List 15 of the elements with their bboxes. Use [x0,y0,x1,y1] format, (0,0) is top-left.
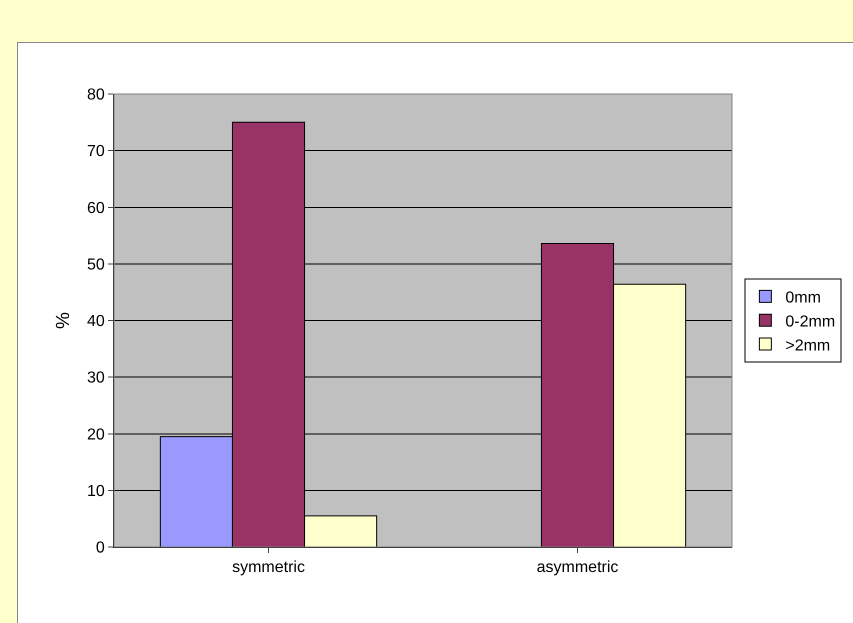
y-axis-title: % [52,312,74,329]
y-tick-label: 0 [96,540,105,557]
y-tick-label: 40 [87,313,105,330]
y-tick-label: 30 [87,370,105,387]
y-tick-label: 50 [87,256,105,274]
y-tick-label: 70 [87,143,105,160]
x-tick-label: asymmetric [536,559,618,576]
y-tick-label: 80 [87,86,105,104]
legend-label: >2mm [785,337,830,354]
y-tick-label: 20 [87,426,105,444]
legend-label: 0mm [785,290,821,307]
y-tick-label: 10 [87,482,105,500]
x-tick-label: symmetric [232,559,305,576]
y-tick-label: 60 [87,200,105,217]
legend-label: 0-2mm [785,313,836,330]
